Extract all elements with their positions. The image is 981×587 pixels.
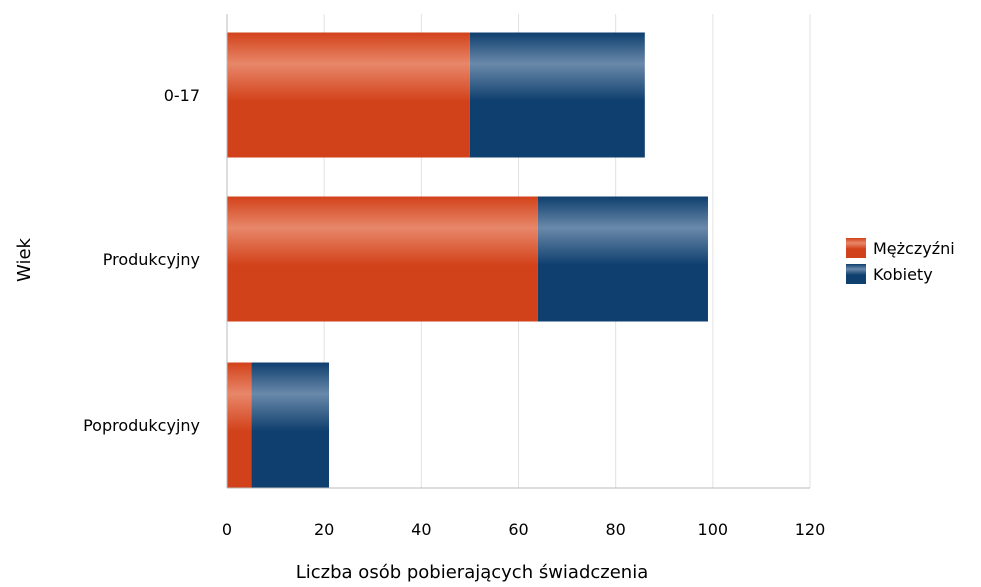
- x-tick-label-100: 100: [698, 520, 729, 539]
- bar-men-1: [227, 196, 538, 322]
- legend-swatch-1: [846, 264, 866, 284]
- bar-women-0: [469, 32, 645, 158]
- legend-label-0: Mężczyźni: [873, 239, 955, 258]
- x-tick-label-80: 80: [605, 520, 625, 539]
- x-tick-label-60: 60: [508, 520, 528, 539]
- x-tick-label-0: 0: [222, 520, 232, 539]
- bar-women-1: [537, 196, 708, 322]
- legend-swatch-0: [846, 238, 866, 258]
- bar-women-2: [251, 362, 330, 488]
- bar-men-0: [227, 32, 470, 158]
- legend-label-1: Kobiety: [873, 265, 933, 284]
- y-axis-title: Wiek: [14, 237, 35, 281]
- bars: [227, 32, 708, 488]
- y-category-label-2: Poprodukcyjny: [83, 416, 200, 435]
- y-category-label-1: Produkcyjny: [103, 250, 200, 269]
- x-tick-label-40: 40: [411, 520, 431, 539]
- axes: 0 20 40 60 80 100 120 0-17 Produkcyjny Poprodukcy…: [83, 14, 825, 539]
- x-tick-label-20: 20: [314, 520, 334, 539]
- y-category-label-0: 0-17: [164, 86, 200, 105]
- bar-men-2: [227, 362, 252, 488]
- legend: Mężczyźni Kobiety: [846, 238, 955, 284]
- x-axis-title: Liczba osób pobierających świadczenia: [296, 562, 649, 583]
- x-tick-label-120: 120: [795, 520, 826, 539]
